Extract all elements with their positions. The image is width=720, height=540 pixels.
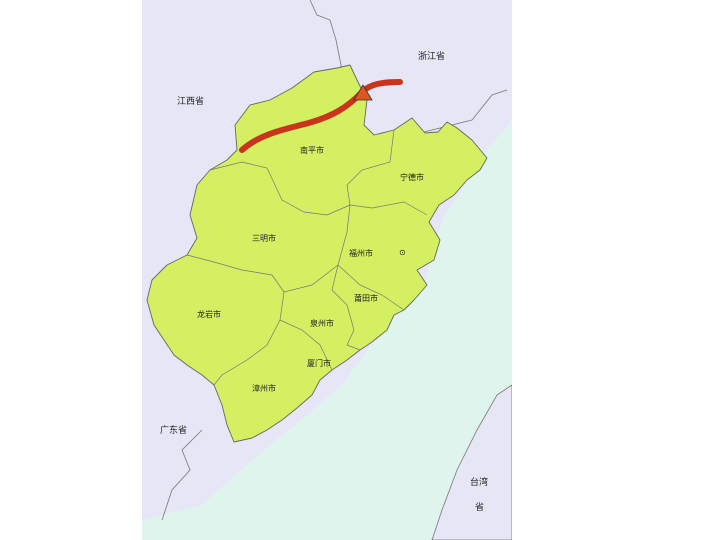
city-label-nanping: 南平市 <box>300 145 324 155</box>
sea-area <box>142 120 512 540</box>
city-label-zhangzhou: 漳州市 <box>252 383 276 393</box>
province-label-guangdong: 广东省 <box>160 424 187 436</box>
province-label-taiwan-line2: 省 <box>475 501 484 513</box>
taiwan-island <box>431 384 512 540</box>
map-panel: 南平市 宁德市 三明市 福州市 ⊙ 龙岩市 莆田市 泉州市 厦门市 漳州市 江西… <box>142 0 512 540</box>
city-label-quanzhou: 泉州市 <box>310 318 334 328</box>
fujian-province <box>146 64 488 443</box>
province-label-jiangxi: 江西省 <box>177 95 204 107</box>
city-label-ningde: 宁德市 <box>400 172 424 182</box>
city-label-fuzhou: 福州市 <box>349 248 373 258</box>
province-label-zhejiang: 浙江省 <box>418 50 445 62</box>
city-label-longyan: 龙岩市 <box>197 309 221 319</box>
province-label-taiwan-line1: 台湾 <box>470 476 488 488</box>
province-boundary-north <box>309 0 508 141</box>
triangle-marker <box>353 84 373 101</box>
city-label-sanming: 三明市 <box>252 233 276 243</box>
province-boundary-west <box>161 429 203 521</box>
route-line <box>239 79 403 153</box>
city-borders <box>186 129 428 386</box>
city-label-xiamen: 厦门市 <box>307 358 331 368</box>
city-label-putian: 莆田市 <box>354 293 378 303</box>
fujian-map: 南平市 宁德市 三明市 福州市 ⊙ 龙岩市 莆田市 泉州市 厦门市 漳州市 江西… <box>142 0 512 540</box>
capital-symbol: ⊙ <box>399 248 406 257</box>
